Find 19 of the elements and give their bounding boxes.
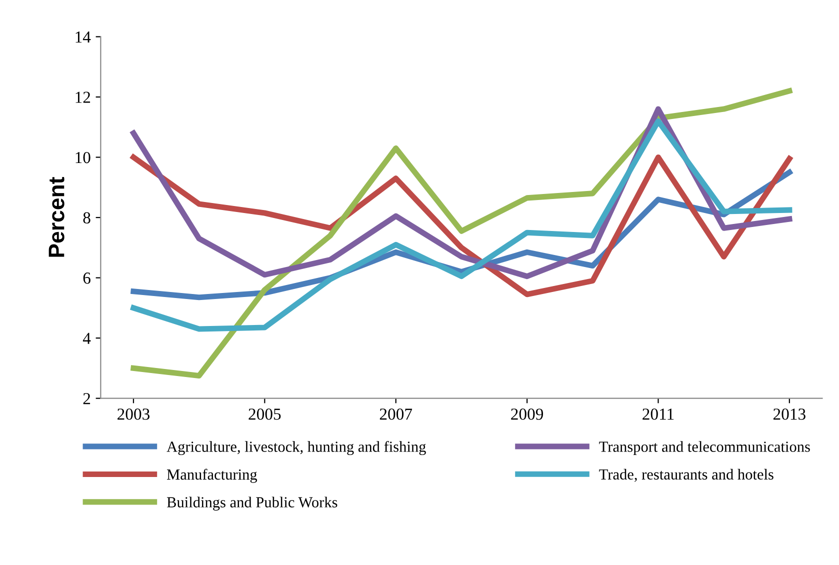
- x-tick-label: 2011: [642, 408, 674, 420]
- legend-label: Agriculture, livestock, hunting and fishing: [166, 441, 426, 456]
- y-tick-label: 2: [83, 393, 90, 404]
- legend-label: Manufacturing: [166, 468, 258, 483]
- y-tick-label: 14: [76, 32, 91, 43]
- legend-label: Transport and telecommunications: [599, 441, 810, 456]
- legend-label: Trade, restaurants and hotels: [599, 468, 774, 482]
- x-tick-label: 2003: [118, 408, 150, 420]
- y-axis-title: Percent: [48, 177, 64, 257]
- x-tick-label: 2007: [380, 408, 412, 420]
- y-tick-label: 6: [83, 272, 90, 284]
- y-tick-label: 4: [82, 332, 91, 344]
- x-tick-label: 2013: [773, 408, 806, 420]
- y-tick-label: 12: [76, 92, 90, 103]
- x-tick-label: 2009: [511, 408, 544, 420]
- y-tick-label: 10: [76, 152, 90, 164]
- legend-label: Buildings and Public Works: [166, 496, 338, 511]
- x-tick-label: 2005: [248, 408, 281, 420]
- y-tick-label: 8: [83, 212, 90, 224]
